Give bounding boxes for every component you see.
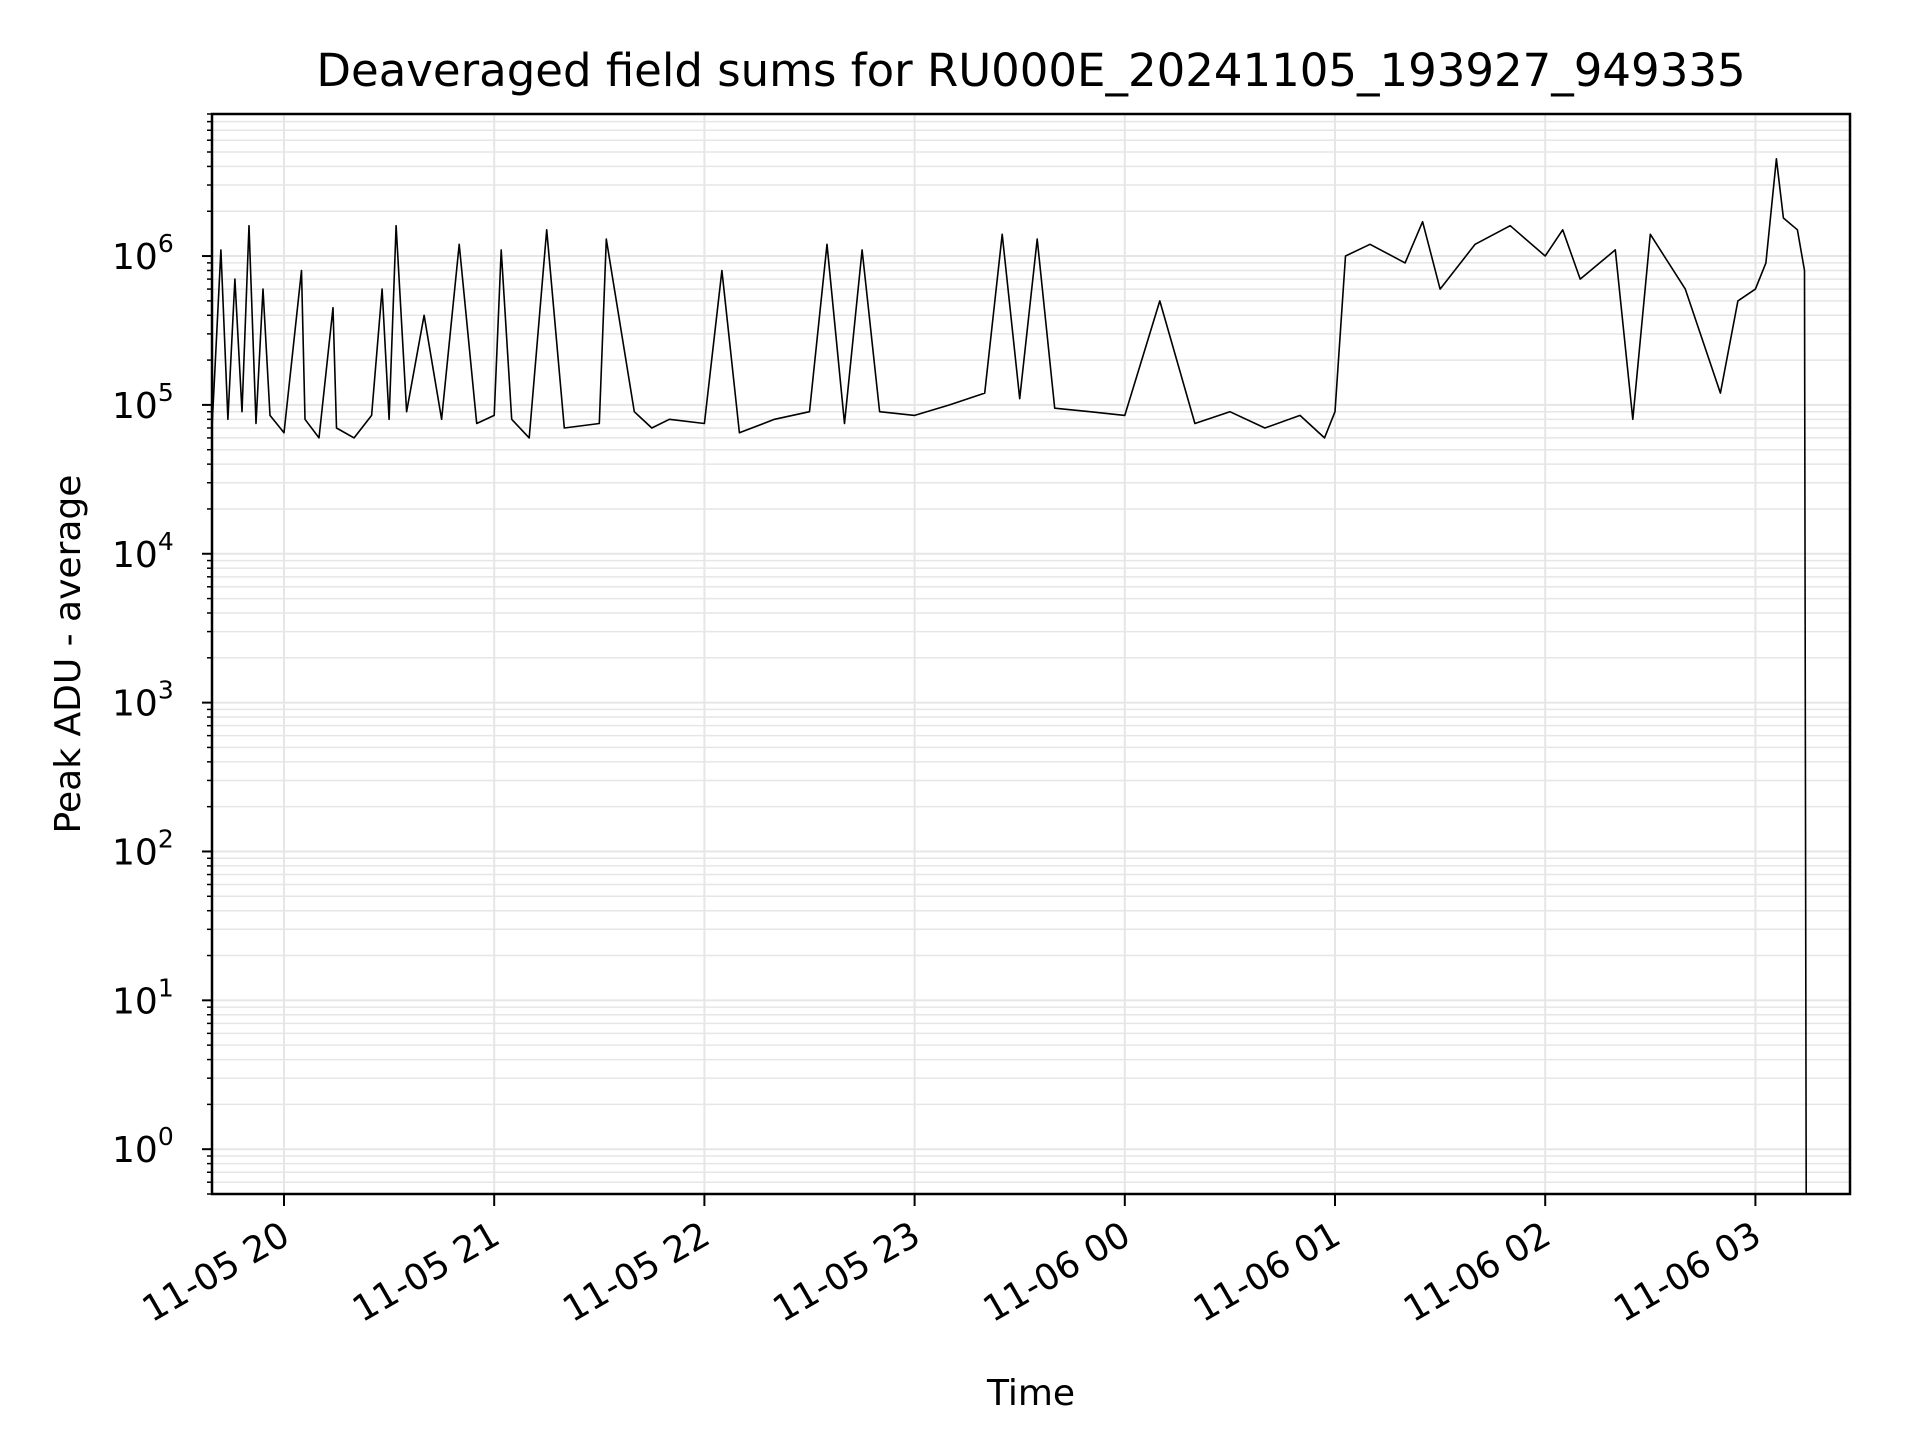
y-tick-label: 106: [112, 229, 174, 278]
series-line: [212, 158, 1807, 1194]
series-layer: [212, 158, 1807, 1194]
y-tick-label: 101: [112, 973, 174, 1022]
y-axis-label: Peak ADU - average: [48, 475, 89, 834]
chart-title: Deaveraged field sums for RU000E_2024110…: [316, 44, 1745, 97]
y-tick-label: 104: [112, 527, 174, 576]
y-tick-label: 102: [112, 824, 174, 873]
y-tick-label: 103: [112, 676, 174, 725]
plot-frame: [210, 112, 1852, 1196]
x-axis-label: Time: [986, 1373, 1075, 1414]
y-tick-label: 100: [112, 1122, 174, 1171]
y-tick-label: 105: [112, 378, 174, 427]
